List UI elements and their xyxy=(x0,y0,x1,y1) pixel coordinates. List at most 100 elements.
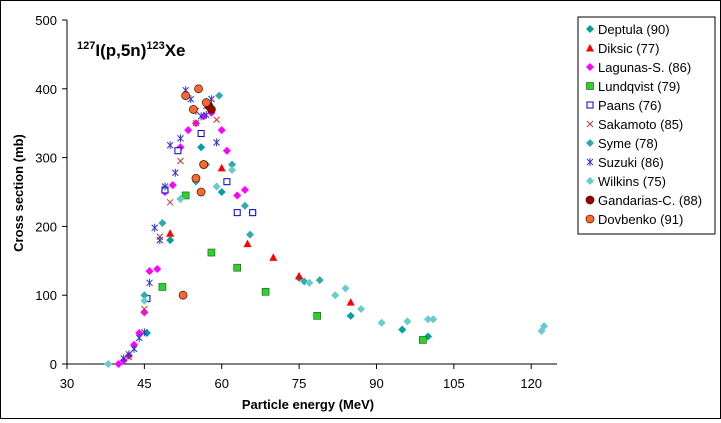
diamond-shape xyxy=(168,181,177,190)
diamond-shape xyxy=(140,291,149,300)
data-point-sakamoto-85 xyxy=(166,198,174,206)
data-point-lundqvist-79 xyxy=(207,248,216,257)
data-point-syme-78 xyxy=(158,218,167,227)
legend: Deptula (90) Diksic (77) Lagunas-S. (86) Lu… xyxy=(577,16,716,235)
diamond-shape xyxy=(166,236,175,245)
data-point-suzuki-86 xyxy=(125,350,133,359)
data-point-deptula-90 xyxy=(346,311,355,320)
data-point-lagunas-s-86 xyxy=(240,185,249,194)
circle-shape xyxy=(191,173,201,183)
diamond-shape xyxy=(228,160,237,169)
diamond-shape xyxy=(429,315,438,324)
y-tick-label: 200 xyxy=(35,219,57,234)
legend-marker-lundqvist-79 xyxy=(586,82,594,90)
diamond-shape xyxy=(586,139,594,147)
data-point-lagunas-s-86 xyxy=(114,360,123,368)
circle-shape xyxy=(585,214,595,224)
data-point-wilkins-75 xyxy=(341,284,350,293)
data-point-suzuki-86 xyxy=(161,182,169,191)
data-point-lagunas-s-86 xyxy=(222,146,231,155)
legend-marker-wilkins-75 xyxy=(586,177,594,185)
diamond-shape xyxy=(153,265,162,274)
diamond-shape xyxy=(586,25,594,33)
circle-shape xyxy=(196,187,206,197)
data-point-paans-76 xyxy=(223,178,231,186)
data-point-sakamoto-85 xyxy=(213,116,220,124)
open-square-shape xyxy=(174,147,182,155)
data-point-syme-78 xyxy=(140,291,149,300)
triangle-shape xyxy=(243,239,252,248)
legend-label-paans-76: Paans (76) xyxy=(598,98,662,113)
square-shape xyxy=(586,82,594,90)
legend-label-lundqvist-79: Lundqvist (79) xyxy=(598,79,680,94)
cross-stroke xyxy=(141,305,148,313)
diamond-shape xyxy=(305,278,314,287)
data-point-wilkins-75 xyxy=(377,318,386,327)
circle-shape xyxy=(181,91,191,101)
data-point-deptula-90 xyxy=(142,329,151,338)
triangle-shape xyxy=(269,253,278,261)
x-tick-label: 90 xyxy=(369,376,383,391)
x-tick-label: 30 xyxy=(60,376,74,391)
diamond-shape xyxy=(398,325,407,334)
legend-marker-dovbenko-91 xyxy=(585,214,595,224)
data-point-dovbenko-91 xyxy=(199,160,209,169)
square-shape xyxy=(419,336,427,344)
diamond-shape xyxy=(540,322,549,331)
data-point-deptula-90 xyxy=(398,325,407,334)
data-point-lagunas-s-86 xyxy=(217,126,226,135)
data-point-wilkins-75 xyxy=(140,296,149,305)
circle-shape xyxy=(188,105,198,114)
square-shape xyxy=(261,287,270,296)
x-axis-label: Particle energy (MeV) xyxy=(242,397,374,412)
data-point-diksic-77 xyxy=(166,229,175,237)
data-point-lundqvist-79 xyxy=(233,263,242,272)
data-point-lagunas-s-86 xyxy=(233,191,242,200)
x-tick-label: 105 xyxy=(443,376,465,391)
data-point-wilkins-75 xyxy=(424,315,433,324)
data-point-suzuki-86 xyxy=(141,328,148,337)
data-point-lagunas-s-86 xyxy=(184,126,193,135)
data-point-diksic-77 xyxy=(346,298,355,306)
diamond-shape xyxy=(233,191,242,200)
cross-stroke xyxy=(192,119,200,127)
diamond-shape xyxy=(176,194,185,203)
diamond-shape xyxy=(240,201,249,210)
x-tick-label: 60 xyxy=(215,376,229,391)
data-point-lundqvist-79 xyxy=(158,283,167,291)
diamond-shape xyxy=(217,126,226,135)
legend-label-diksic-77: Diksic (77) xyxy=(598,41,659,56)
square-shape xyxy=(158,283,167,291)
legend-label-lagunas-s-86: Lagunas-S. (86) xyxy=(598,60,691,75)
diamond-shape xyxy=(331,291,340,300)
legend-label-wilkins-75: Wilkins (75) xyxy=(598,174,666,189)
legend-box xyxy=(577,16,716,235)
data-point-dovbenko-91 xyxy=(201,98,211,107)
data-point-deptula-90 xyxy=(217,188,226,196)
data-point-syme-78 xyxy=(215,91,224,100)
data-point-syme-78 xyxy=(240,201,249,210)
data-point-lagunas-s-86 xyxy=(168,181,177,190)
data-point-dovbenko-91 xyxy=(181,91,191,101)
cross-stroke xyxy=(213,116,220,124)
data-point-syme-78 xyxy=(315,276,324,285)
square-shape xyxy=(313,312,321,320)
data-point-suzuki-86 xyxy=(146,278,153,287)
annotation-mass: 127 xyxy=(77,40,95,52)
y-axis-ticks: 0 100 200 300 400 500 xyxy=(35,13,67,372)
open-square-shape xyxy=(197,130,205,138)
legend-label-suzuki-86: Suzuki (86) xyxy=(598,155,664,170)
legend-marker-lagunas-s-86 xyxy=(586,63,594,71)
cross-stroke xyxy=(166,198,174,206)
diamond-shape xyxy=(222,146,231,155)
data-point-diksic-77 xyxy=(217,163,226,172)
triangle-shape xyxy=(166,229,175,237)
diamond-shape xyxy=(586,63,594,71)
legend-marker-sakamoto-85 xyxy=(586,120,594,128)
axes xyxy=(66,20,557,365)
data-point-suzuki-86 xyxy=(130,344,138,353)
data-point-suzuki-86 xyxy=(135,333,143,342)
data-point-suzuki-86 xyxy=(171,168,179,177)
